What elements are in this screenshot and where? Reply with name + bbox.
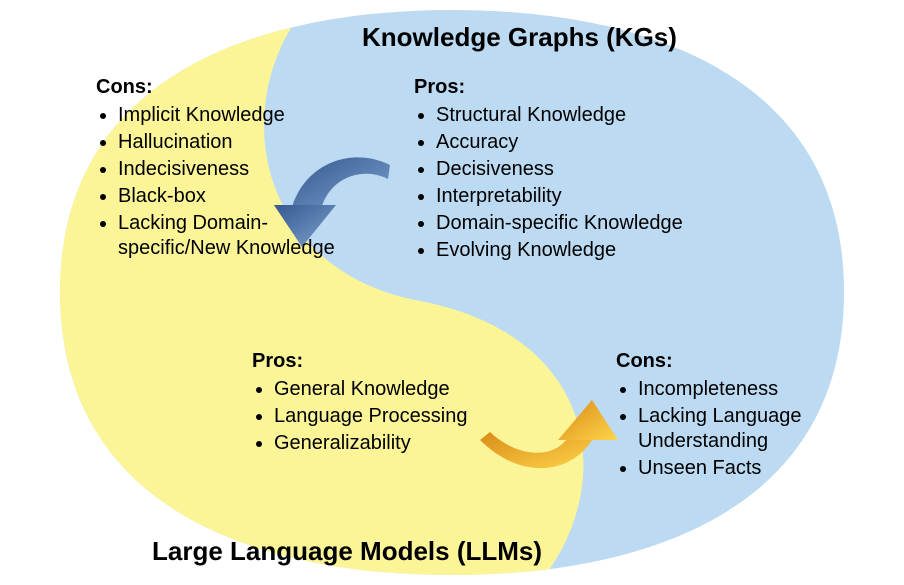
list-item: Domain-specific Knowledge	[436, 211, 734, 236]
llm-pros-heading: Pros:	[252, 350, 512, 373]
list-item: Evolving Knowledge	[436, 238, 734, 263]
llm-cons-block: Cons: Implicit KnowledgeHallucinationInd…	[96, 76, 376, 263]
list-item: Indecisiveness	[118, 157, 376, 182]
list-item: Accuracy	[436, 130, 734, 155]
kg-pros-list: Structural KnowledgeAccuracyDecisiveness…	[414, 103, 734, 263]
llm-pros-list: General KnowledgeLanguage ProcessingGene…	[252, 377, 512, 456]
kg-pros-block: Pros: Structural KnowledgeAccuracyDecisi…	[414, 76, 734, 265]
kg-cons-list: IncompletenessLacking Language Understan…	[616, 377, 866, 481]
list-item: Lacking Domain-specific/New Knowledge	[118, 211, 376, 261]
list-item: General Knowledge	[274, 377, 512, 402]
list-item: Decisiveness	[436, 157, 734, 182]
list-item: Generalizability	[274, 431, 512, 456]
list-item: Implicit Knowledge	[118, 103, 376, 128]
list-item: Language Processing	[274, 404, 512, 429]
list-item: Incompleteness	[638, 377, 866, 402]
kg-cons-block: Cons: IncompletenessLacking Language Und…	[616, 350, 866, 483]
list-item: Black-box	[118, 184, 376, 209]
list-item: Lacking Language Understanding	[638, 404, 866, 454]
list-item: Hallucination	[118, 130, 376, 155]
llm-title: Large Language Models (LLMs)	[152, 536, 542, 567]
kg-cons-heading: Cons:	[616, 350, 866, 373]
list-item: Interpretability	[436, 184, 734, 209]
kg-pros-heading: Pros:	[414, 76, 734, 99]
llm-pros-block: Pros: General KnowledgeLanguage Processi…	[252, 350, 512, 458]
llm-cons-heading: Cons:	[96, 76, 376, 99]
llm-cons-list: Implicit KnowledgeHallucinationIndecisiv…	[96, 103, 376, 261]
list-item: Structural Knowledge	[436, 103, 734, 128]
diagram-stage: Knowledge Graphs (KGs) Large Language Mo…	[0, 0, 904, 585]
list-item: Unseen Facts	[638, 456, 866, 481]
kg-title: Knowledge Graphs (KGs)	[362, 22, 677, 53]
